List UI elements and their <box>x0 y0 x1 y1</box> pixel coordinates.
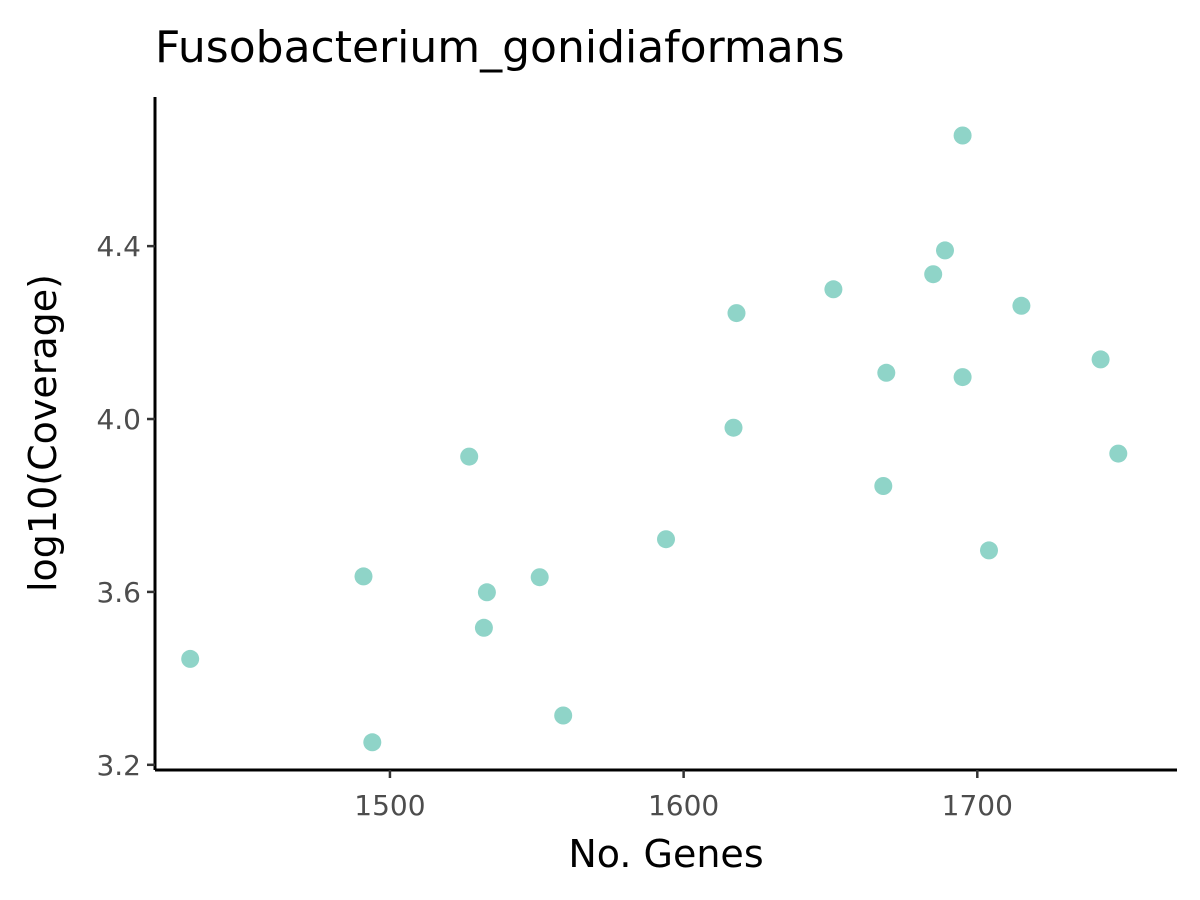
data-point <box>874 477 893 495</box>
data-point <box>824 280 843 299</box>
data-point <box>363 733 382 752</box>
data-point <box>181 649 200 668</box>
x-tick-label: 1600 <box>648 789 719 822</box>
x-axis-title: No. Genes <box>568 832 763 876</box>
data-point <box>554 706 573 725</box>
data-point <box>530 568 549 587</box>
y-tick-label: 3.6 <box>96 576 141 609</box>
data-point <box>953 126 972 145</box>
y-tick-label: 3.2 <box>96 749 141 782</box>
data-point <box>1012 296 1031 315</box>
y-axis-title: log10(Coverage) <box>21 274 65 592</box>
data-point <box>877 363 896 382</box>
data-point <box>1109 444 1128 463</box>
data-point <box>953 368 972 387</box>
x-tick-label: 1700 <box>942 789 1013 822</box>
data-point <box>727 304 746 323</box>
data-point <box>724 418 743 437</box>
data-point <box>474 618 493 637</box>
y-tick-label: 4.0 <box>96 403 141 436</box>
data-point <box>1091 350 1110 369</box>
y-tick-label: 4.4 <box>96 230 141 263</box>
x-tick-label: 1500 <box>354 789 425 822</box>
data-point <box>657 530 675 549</box>
points-layer <box>181 126 1128 752</box>
data-point <box>924 265 943 284</box>
data-point <box>460 447 479 466</box>
data-point <box>936 241 954 260</box>
chart-title: Fusobacterium_gonidiaformans <box>155 22 845 73</box>
x-ticks: 1500 1600 1700 <box>354 770 1013 822</box>
data-point <box>354 567 373 586</box>
data-point <box>980 541 998 560</box>
y-ticks: 3.2 3.6 4.0 4.4 <box>96 230 155 782</box>
data-point <box>477 583 496 602</box>
